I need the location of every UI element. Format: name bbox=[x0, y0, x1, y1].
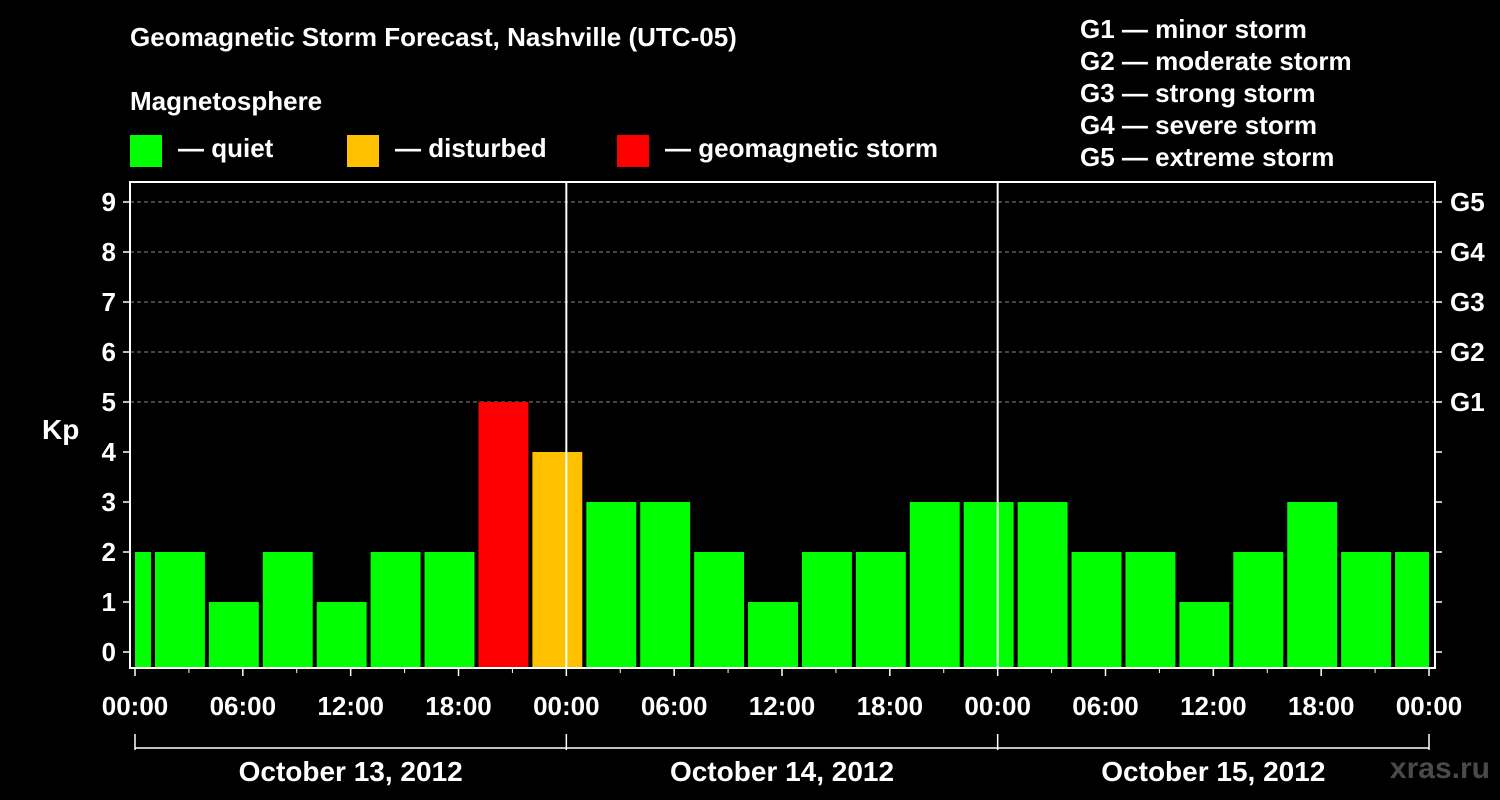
g-scale-g2: G2 — moderate storm bbox=[1080, 46, 1352, 76]
legend-label-disturbed: — disturbed bbox=[395, 133, 547, 163]
g-level-label: G5 bbox=[1450, 187, 1485, 217]
x-tick-label: 06:00 bbox=[210, 691, 277, 721]
x-tick-label: 18:00 bbox=[857, 691, 924, 721]
bar-15 bbox=[909, 502, 960, 668]
bar-24 bbox=[1395, 552, 1429, 668]
y-tick-label: 1 bbox=[102, 587, 116, 617]
y-tick-label: 9 bbox=[102, 187, 116, 217]
y-tick-label: 0 bbox=[102, 637, 116, 667]
bar-4 bbox=[316, 602, 367, 668]
bar-22 bbox=[1287, 502, 1338, 668]
day-label: October 13, 2012 bbox=[239, 756, 463, 787]
y-tick-label: 7 bbox=[102, 287, 116, 317]
y-tick-label: 4 bbox=[102, 437, 117, 467]
g-level-label: G3 bbox=[1450, 287, 1485, 317]
x-tick-label: 06:00 bbox=[641, 691, 708, 721]
y-tick-label: 2 bbox=[102, 537, 116, 567]
bar-12 bbox=[748, 602, 798, 668]
x-tick-label: 00:00 bbox=[964, 691, 1031, 721]
bar-18 bbox=[1071, 552, 1122, 668]
x-tick-label: 00:00 bbox=[533, 691, 600, 721]
x-tick-label: 12:00 bbox=[1180, 691, 1247, 721]
x-tick-label: 18:00 bbox=[425, 691, 492, 721]
legend-swatch-storm bbox=[617, 135, 649, 167]
bar-6 bbox=[424, 552, 475, 668]
g-scale-g4: G4 — severe storm bbox=[1080, 110, 1318, 140]
x-tick-label: 00:00 bbox=[1396, 691, 1463, 721]
day-label: October 14, 2012 bbox=[670, 756, 894, 787]
legend-label-storm: — geomagnetic storm bbox=[665, 133, 939, 163]
day-label: October 15, 2012 bbox=[1101, 756, 1325, 787]
bar-19 bbox=[1125, 552, 1176, 668]
y-tick-label: 3 bbox=[102, 487, 116, 517]
g-scale-g1: G1 — minor storm bbox=[1080, 14, 1307, 44]
y-tick-label: 6 bbox=[102, 337, 116, 367]
bar-23 bbox=[1341, 552, 1392, 668]
legend-swatch-disturbed bbox=[347, 135, 379, 167]
bar-16 bbox=[963, 502, 1014, 668]
bar-5 bbox=[370, 552, 421, 668]
bar-11 bbox=[694, 552, 745, 668]
g-level-label: G2 bbox=[1450, 337, 1485, 367]
x-tick-label: 18:00 bbox=[1288, 691, 1355, 721]
legend-swatch-quiet bbox=[130, 135, 162, 167]
g-scale-g5: G5 — extreme storm bbox=[1080, 142, 1335, 172]
bar-10 bbox=[640, 502, 691, 668]
bar-0 bbox=[135, 552, 151, 668]
bar-8 bbox=[532, 452, 583, 668]
y-tick-label: 8 bbox=[102, 237, 116, 267]
bar-2 bbox=[208, 602, 259, 668]
bar-3 bbox=[262, 552, 313, 668]
chart-title: Geomagnetic Storm Forecast, Nashville (U… bbox=[130, 22, 737, 52]
bar-1 bbox=[154, 552, 205, 668]
x-tick-label: 12:00 bbox=[749, 691, 816, 721]
bar-17 bbox=[1017, 502, 1068, 668]
bar-21 bbox=[1233, 552, 1284, 668]
legend-label-quiet: — quiet bbox=[178, 133, 274, 163]
g-level-label: G1 bbox=[1450, 387, 1485, 417]
bar-20 bbox=[1179, 602, 1230, 668]
x-tick-label: 06:00 bbox=[1072, 691, 1139, 721]
g-level-label: G4 bbox=[1450, 237, 1485, 267]
bar-7 bbox=[478, 402, 529, 668]
x-tick-label: 00:00 bbox=[102, 691, 169, 721]
y-tick-label: 5 bbox=[102, 387, 116, 417]
watermark: xras.ru bbox=[1389, 752, 1490, 785]
g-scale-g3: G3 — strong storm bbox=[1080, 78, 1316, 108]
bar-14 bbox=[855, 552, 906, 668]
bar-13 bbox=[801, 552, 852, 668]
x-tick-label: 12:00 bbox=[317, 691, 384, 721]
legend-title: Magnetosphere bbox=[130, 86, 323, 116]
y-axis-label: Kp bbox=[42, 414, 79, 445]
bar-9 bbox=[586, 502, 637, 668]
